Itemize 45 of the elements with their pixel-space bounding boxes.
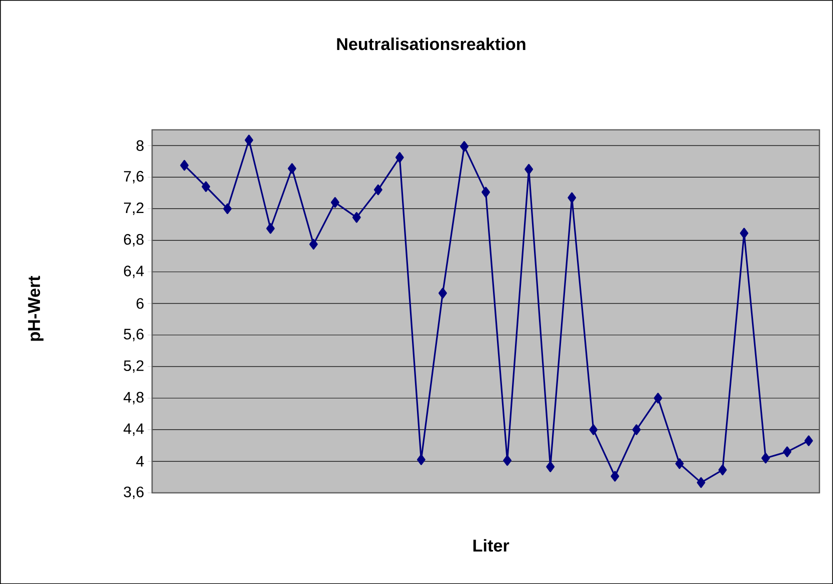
point — [202, 181, 210, 192]
point — [675, 458, 684, 469]
y-tick-label: 6 — [136, 298, 144, 309]
y-tick-label: 4,4 — [124, 423, 144, 436]
point — [223, 203, 232, 214]
point — [352, 212, 361, 223]
point — [654, 392, 662, 404]
point — [288, 163, 296, 174]
y-tick-label: 7,2 — [124, 202, 144, 215]
point — [330, 196, 340, 208]
y-tick-label: 4,8 — [124, 392, 144, 404]
point — [309, 238, 318, 250]
point — [740, 228, 748, 238]
point — [244, 134, 254, 146]
point — [438, 288, 447, 298]
y-tick-label: 4 — [136, 456, 144, 466]
point — [632, 424, 641, 435]
y-tick-label: 6,4 — [124, 266, 144, 278]
point — [374, 184, 382, 196]
point — [696, 477, 706, 488]
point — [416, 454, 426, 465]
y-tick-label: 5,6 — [124, 328, 144, 342]
point — [718, 464, 727, 476]
point — [503, 455, 512, 466]
y-tick-label: 6,8 — [124, 234, 144, 246]
point — [266, 222, 275, 234]
y-tick-label: 3,6 — [124, 486, 144, 499]
point — [610, 470, 620, 482]
x-axis-title: Liter — [473, 539, 510, 552]
y-tick-label: 7,6 — [124, 170, 144, 184]
point — [460, 140, 468, 152]
chart-title: Neutralisationsreaktion — [337, 37, 526, 50]
y-tick-label: 8 — [136, 140, 144, 151]
point — [482, 186, 490, 198]
point — [546, 461, 555, 472]
point — [524, 164, 534, 175]
point — [782, 446, 792, 458]
y-axis-title: pH-Wert — [28, 276, 44, 341]
point — [761, 452, 770, 464]
point — [804, 435, 813, 446]
point — [395, 152, 404, 163]
point — [568, 192, 576, 203]
point — [180, 160, 189, 171]
point — [589, 424, 598, 435]
y-tick-label: 5,2 — [124, 360, 144, 373]
